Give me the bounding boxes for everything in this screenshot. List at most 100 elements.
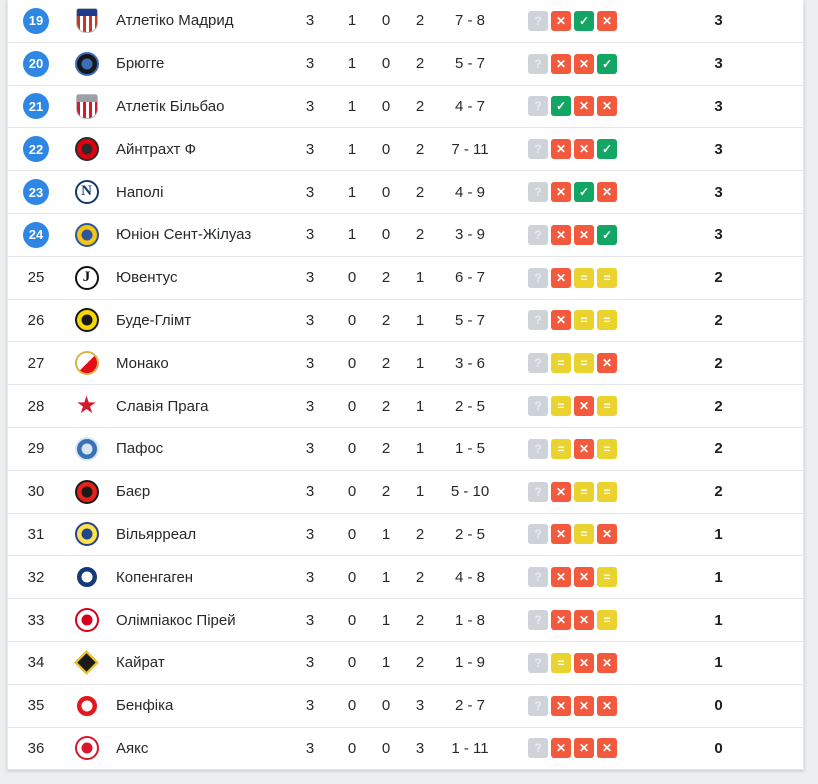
form-loss-icon[interactable]: ✕ [551,567,571,588]
table-row[interactable]: 27 Монако 3 0 2 1 3 - 6 ? = = ✕ 2 [8,342,803,386]
form-loss-icon[interactable]: ✕ [574,738,594,759]
form-loss-icon[interactable]: ✕ [551,481,571,502]
form-draw-icon[interactable]: = [574,524,594,545]
table-row[interactable]: 26 Буде-Глімт 3 0 2 1 5 - 7 ? ✕ = = 2 [8,299,803,343]
form-loss-icon[interactable]: ✕ [551,310,571,331]
form-loss-icon[interactable]: ✕ [551,53,571,74]
team-logo-icon [73,93,100,120]
form-draw-icon[interactable]: = [551,396,571,417]
table-row[interactable]: 29 Пафос 3 0 2 1 1 - 5 ? = ✕ = 2 [8,427,803,471]
team-logo-icon [73,350,100,377]
form-loss-icon[interactable]: ✕ [551,610,571,631]
form-loss-icon[interactable]: ✕ [551,139,571,160]
table-row[interactable]: 19 Атлетіко Мадрид 3 1 0 2 7 - 8 ? ✕ ✓ ✕ 3 [8,0,803,43]
form-unknown-icon[interactable]: ? [528,438,548,459]
form-unknown-icon[interactable]: ? [528,353,548,374]
form-loss-icon[interactable]: ✕ [574,610,594,631]
table-row[interactable]: 23 N Наполі 3 1 0 2 4 - 9 ? ✕ ✓ ✕ 3 [8,171,803,214]
form-unknown-icon[interactable]: ? [528,567,548,588]
table-row[interactable]: 21 Атлетік Більбао 3 1 0 2 4 - 7 ? ✓ ✕ ✕ 3 [8,85,803,129]
form-loss-icon[interactable]: ✕ [574,96,594,117]
form-unknown-icon[interactable]: ? [528,738,548,759]
form-loss-icon[interactable]: ✕ [597,10,617,31]
form-loss-icon[interactable]: ✕ [597,695,617,716]
wins: 0 [347,568,357,586]
table-row[interactable]: 28 ★ Славія Прага 3 0 2 1 2 - 5 ? = ✕ = 2 [8,385,803,428]
form-unknown-icon[interactable]: ? [528,10,548,31]
form-unknown-icon[interactable]: ? [528,481,548,502]
table-row[interactable]: 25 J Ювентус 3 0 2 1 6 - 7 ? ✕ = = 2 [8,256,803,300]
form-win-icon[interactable]: ✓ [574,182,594,203]
form-loss-icon[interactable]: ✕ [574,396,594,417]
form-draw-icon[interactable]: = [574,481,594,502]
points: 3 [714,55,723,73]
form-draw-icon[interactable]: = [551,438,571,459]
form-loss-icon[interactable]: ✕ [597,96,617,117]
form-draw-icon[interactable]: = [597,396,617,417]
form-loss-icon[interactable]: ✕ [574,438,594,459]
form-unknown-icon[interactable]: ? [528,224,548,245]
table-row[interactable]: 33 Олімпіакос Пірей 3 0 1 2 1 - 8 ? ✕ ✕ = 1 [8,599,803,642]
form-loss-icon[interactable]: ✕ [574,652,594,673]
form-win-icon[interactable]: ✓ [574,10,594,31]
form-loss-icon[interactable]: ✕ [551,695,571,716]
form-draw-icon[interactable]: = [574,353,594,374]
form-loss-icon[interactable]: ✕ [574,224,594,245]
form-unknown-icon[interactable]: ? [528,396,548,417]
form-unknown-icon[interactable]: ? [528,267,548,288]
form-draw-icon[interactable]: = [597,567,617,588]
form-draw-icon[interactable]: = [597,310,617,331]
form-draw-icon[interactable]: = [551,353,571,374]
table-row[interactable]: 24 Юніон Сент-Жілуаз 3 1 0 2 3 - 9 ? ✕ ✕ ✓ … [8,213,803,257]
form-loss-icon[interactable]: ✕ [551,267,571,288]
table-row[interactable]: 31 Вільярреал 3 0 1 2 2 - 5 ? ✕ = ✕ 1 [8,513,803,557]
table-row[interactable]: 35 Бенфіка 3 0 0 3 2 - 7 ? ✕ ✕ ✕ 0 [8,684,803,728]
form-draw-icon[interactable]: = [597,438,617,459]
team-name: Юніон Сент-Жілуаз [116,226,252,244]
table-row[interactable]: 30 Баєр 3 0 2 1 5 - 10 ? ✕ = = 2 [8,470,803,514]
form-win-icon[interactable]: ✓ [597,53,617,74]
form-loss-icon[interactable]: ✕ [551,224,571,245]
form-win-icon[interactable]: ✓ [597,224,617,245]
form-loss-icon[interactable]: ✕ [551,524,571,545]
form-win-icon[interactable]: ✓ [551,96,571,117]
table-row[interactable]: 20 Брюгге 3 1 0 2 5 - 7 ? ✕ ✕ ✓ 3 [8,42,803,86]
form-loss-icon[interactable]: ✕ [551,738,571,759]
form-unknown-icon[interactable]: ? [528,96,548,117]
form-loss-icon[interactable]: ✕ [597,524,617,545]
form-unknown-icon[interactable]: ? [528,652,548,673]
team-logo-icon [73,607,100,634]
form-draw-icon[interactable]: = [597,481,617,502]
form-loss-icon[interactable]: ✕ [574,53,594,74]
form-win-icon[interactable]: ✓ [597,139,617,160]
form-loss-icon[interactable]: ✕ [551,10,571,31]
form-loss-icon[interactable]: ✕ [574,695,594,716]
form-loss-icon[interactable]: ✕ [597,353,617,374]
form-loss-icon[interactable]: ✕ [597,738,617,759]
position-badge: 28 [27,397,45,415]
form-loss-icon[interactable]: ✕ [597,182,617,203]
form-draw-icon[interactable]: = [551,652,571,673]
form-unknown-icon[interactable]: ? [528,695,548,716]
form-loss-icon[interactable]: ✕ [574,139,594,160]
table-row[interactable]: 22 Айнтрахт Ф 3 1 0 2 7 - 11 ? ✕ ✕ ✓ 3 [8,128,803,172]
team-logo-cell [64,564,109,591]
form-unknown-icon[interactable]: ? [528,182,548,203]
wins: 0 [347,483,357,501]
form-draw-icon[interactable]: = [597,267,617,288]
form-unknown-icon[interactable]: ? [528,310,548,331]
form-unknown-icon[interactable]: ? [528,139,548,160]
form-draw-icon[interactable]: = [597,610,617,631]
form-draw-icon[interactable]: = [574,267,594,288]
form-unknown-icon[interactable]: ? [528,53,548,74]
form-loss-icon[interactable]: ✕ [574,567,594,588]
form-unknown-icon[interactable]: ? [528,524,548,545]
table-row[interactable]: 36 Аякс 3 0 0 3 1 - 11 ? ✕ ✕ ✕ 0 [8,727,803,771]
table-row[interactable]: 32 Копенгаген 3 0 1 2 4 - 8 ? ✕ ✕ = 1 [8,556,803,600]
form-loss-icon[interactable]: ✕ [597,652,617,673]
table-row[interactable]: 34 Кайрат 3 0 1 2 1 - 9 ? = ✕ ✕ 1 [8,641,803,685]
form-loss-icon[interactable]: ✕ [551,182,571,203]
form-unknown-icon[interactable]: ? [528,610,548,631]
form-draw-icon[interactable]: = [574,310,594,331]
games-played: 3 [305,654,315,672]
